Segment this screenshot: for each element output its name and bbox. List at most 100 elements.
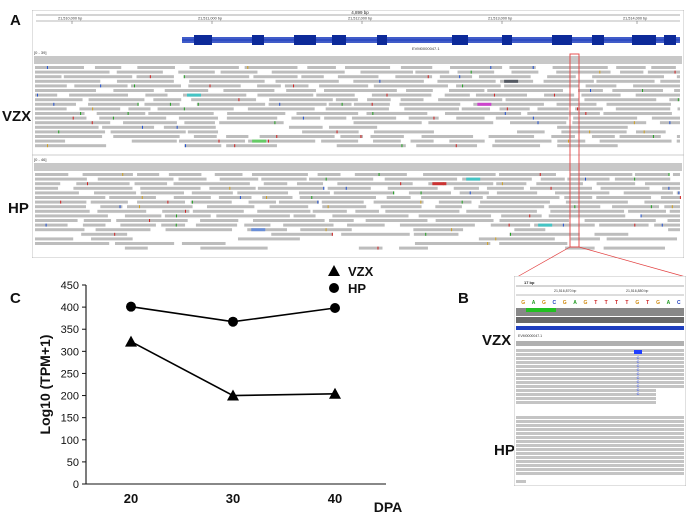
read: [35, 79, 101, 83]
coverage-track-vzx: [34, 56, 682, 64]
read: [113, 135, 180, 138]
read: [444, 112, 522, 115]
reference-base: G: [521, 300, 525, 306]
read: [187, 130, 219, 134]
read: [353, 121, 422, 125]
reference-base: G: [635, 300, 639, 306]
gene-exons: [194, 35, 676, 45]
read: [278, 200, 320, 204]
mismatch: [532, 66, 534, 69]
mismatch: [185, 209, 187, 213]
read: [516, 393, 656, 396]
read: [612, 205, 660, 209]
read: [516, 397, 656, 400]
read: [628, 209, 666, 213]
coverage-track-b-vzx: [516, 341, 684, 346]
ruler-ticks: 21,510,000 bp 21,511,000 bp 21,512,000 bp 2…: [58, 17, 647, 24]
read: [516, 436, 684, 439]
read: [537, 107, 569, 111]
read: [367, 98, 391, 102]
reference-base: G: [542, 300, 546, 306]
mismatch: [427, 75, 429, 79]
read: [564, 196, 593, 199]
reference-base: C: [553, 300, 557, 306]
read: [516, 432, 684, 435]
read: [635, 130, 666, 134]
mismatch: [91, 121, 93, 125]
read: [223, 89, 275, 92]
mismatch: [634, 223, 636, 227]
read: [399, 223, 475, 227]
mismatch: [529, 214, 531, 218]
reference-base: T: [646, 300, 649, 306]
read: [662, 186, 680, 190]
mismatch: [652, 135, 654, 138]
read: [421, 196, 483, 199]
read: [536, 182, 583, 186]
read: [516, 460, 684, 463]
read: [509, 232, 580, 236]
read: [439, 75, 473, 79]
read: [516, 373, 684, 376]
read: [226, 116, 278, 120]
mismatch: [345, 186, 347, 190]
read: [128, 107, 151, 111]
mismatch: [490, 66, 492, 69]
read: [552, 66, 608, 69]
read: [347, 223, 385, 227]
read: [333, 191, 395, 195]
read: [309, 177, 374, 181]
read: [163, 125, 216, 129]
read: [496, 191, 538, 195]
read: [81, 232, 128, 236]
read: [312, 209, 347, 213]
mismatch: [267, 139, 269, 143]
read: [35, 242, 110, 245]
read: [570, 237, 600, 241]
mismatch: [341, 102, 343, 106]
read: [124, 214, 162, 218]
read: [79, 107, 121, 111]
read: [116, 219, 188, 222]
read: [35, 98, 83, 102]
mismatch: [127, 112, 129, 115]
read: [248, 200, 277, 204]
read: [603, 112, 672, 115]
read: [275, 79, 339, 83]
read: [516, 480, 526, 483]
read: [550, 209, 625, 213]
mismatch: [585, 112, 587, 115]
read: [325, 107, 389, 111]
mismatch: [92, 107, 94, 111]
mismatch: [633, 121, 635, 125]
read: [487, 89, 563, 92]
mismatch: [100, 84, 102, 88]
read: [257, 186, 325, 190]
reference-base: A: [667, 300, 671, 306]
variant-base: C: [637, 384, 640, 388]
read: [674, 89, 680, 92]
data-point-vzx: [329, 387, 341, 399]
read: [148, 112, 214, 115]
read: [517, 130, 545, 134]
data-point-hp: [126, 301, 136, 312]
read: [90, 200, 128, 204]
read: [677, 107, 680, 111]
read: [569, 173, 633, 176]
read: [516, 444, 684, 447]
chart-axes: [85, 285, 386, 485]
data-point-vzx: [125, 335, 137, 347]
read: [336, 144, 406, 148]
read: [96, 112, 146, 115]
read: [596, 182, 636, 186]
read: [82, 173, 133, 176]
read: [615, 107, 671, 111]
mismatch: [239, 196, 241, 199]
mismatch: [420, 200, 422, 204]
mismatch: [36, 93, 38, 97]
read: [35, 223, 68, 227]
variant-base: C: [637, 360, 640, 364]
read: [99, 116, 167, 120]
read: [244, 223, 271, 227]
